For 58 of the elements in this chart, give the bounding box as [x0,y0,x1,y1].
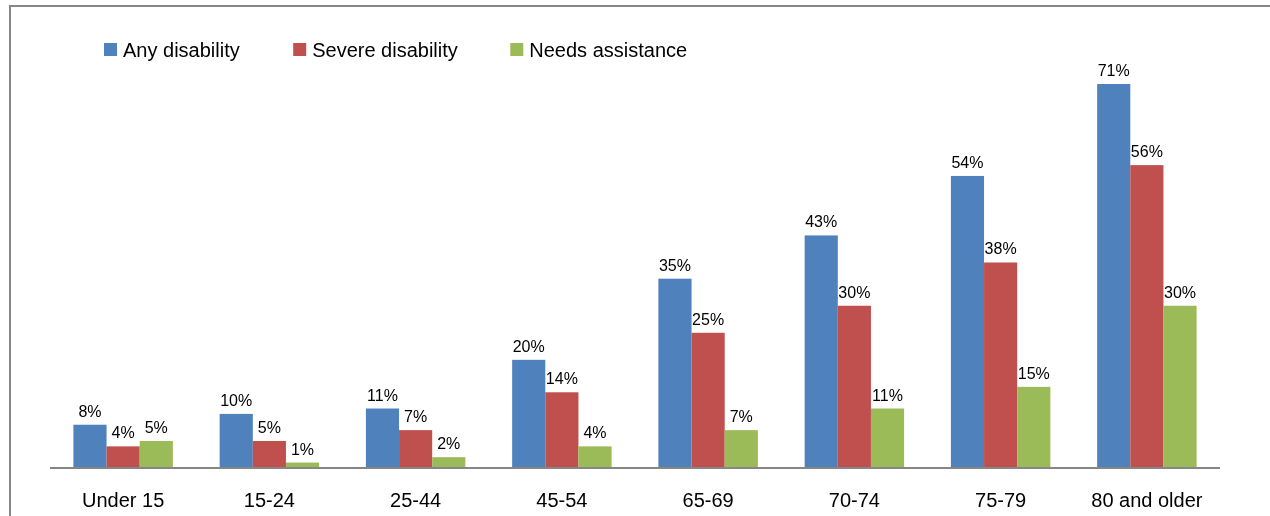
data-label: 7% [729,408,753,426]
bar [219,413,253,468]
x-tick-label: 80 and older [1091,489,1203,511]
data-label: 5% [144,418,168,436]
legend-label: Needs assistance [529,39,688,61]
data-label: 15% [1017,364,1050,382]
bar [1130,165,1164,468]
x-tick-label: 70-74 [828,489,880,511]
bar [724,430,758,468]
data-label: 1% [290,440,315,458]
data-label: 4% [583,424,607,442]
bar [984,262,1018,468]
data-label: 54% [951,153,984,171]
bar [691,332,725,468]
data-label: 25% [692,310,725,328]
legend-label: Any disability [123,39,240,61]
bar [837,305,871,468]
data-label: 71% [1097,62,1130,79]
bar [545,392,579,468]
bar [870,408,905,468]
bar [658,278,692,468]
data-label: 56% [1130,143,1163,161]
bar [365,408,400,468]
data-label: 11% [872,386,903,404]
bar [106,446,140,468]
bar [139,440,173,468]
bar [1017,386,1051,468]
legend-label: Severe disability [312,39,458,61]
x-tick-label: 15-24 [243,489,295,511]
data-label: 11% [367,386,398,404]
data-label: 38% [984,240,1017,258]
bar [1097,84,1131,468]
data-label: 10% [220,391,253,409]
data-label: 4% [111,424,135,442]
x-tick-label: 75-79 [975,489,1027,511]
bar [399,430,433,468]
data-label: 35% [658,256,691,274]
data-label: 14% [545,370,578,388]
data-label: 20% [512,337,545,355]
x-tick-label: 45-54 [536,489,588,511]
bar [432,457,466,468]
bar [252,440,286,468]
x-tick-label: 65-69 [682,489,734,511]
data-label: 7% [404,408,428,426]
bar [578,446,612,468]
data-label: 2% [437,435,461,453]
bar [804,235,838,468]
data-label: 8% [78,402,102,420]
data-label: 30% [838,283,871,301]
bar [512,359,546,468]
data-label: 43% [805,213,838,231]
bar [950,175,985,468]
x-tick-label: Under 15 [81,489,165,511]
x-tick-label: 25-44 [390,489,442,511]
data-label: 5% [257,418,281,436]
data-label: 30% [1164,283,1197,301]
bar [1163,305,1197,468]
bar [73,424,107,468]
